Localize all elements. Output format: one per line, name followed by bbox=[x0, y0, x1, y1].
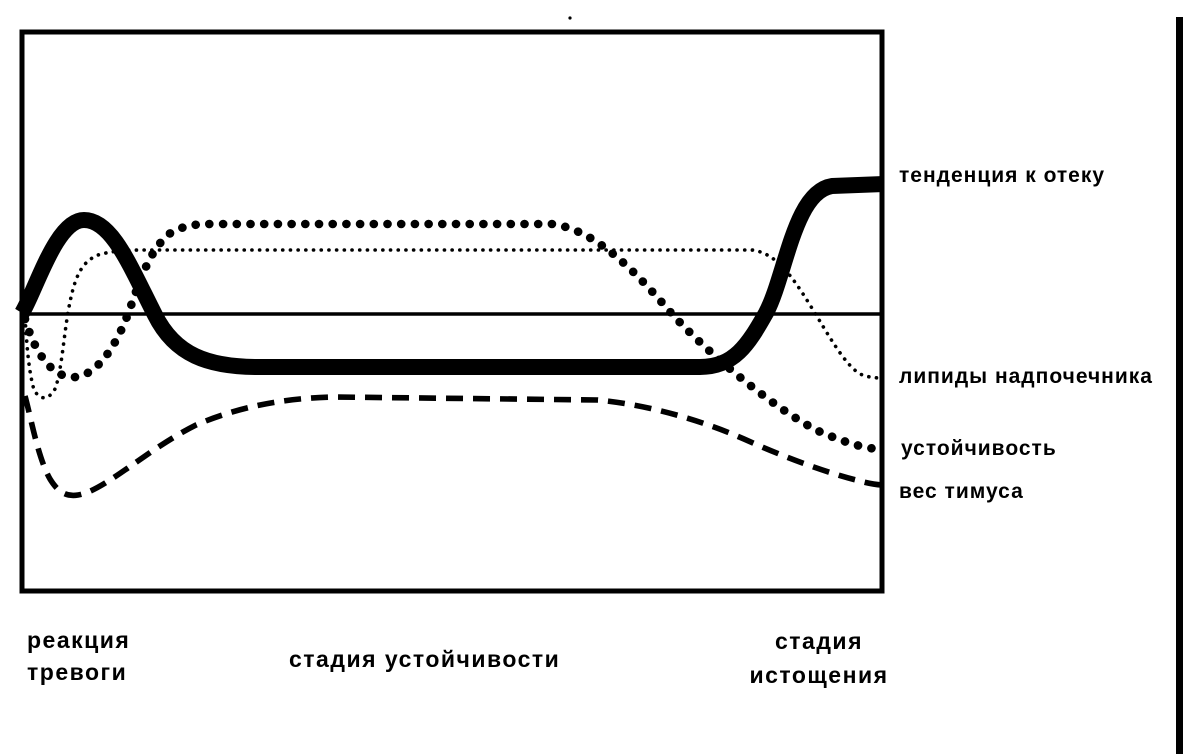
curve-label-thymus-weight: вес тимуса bbox=[899, 480, 1024, 503]
ink-speck bbox=[568, 16, 572, 20]
curve-label-edema: тенденция к отеку bbox=[899, 164, 1106, 187]
stage-label-alarm: реакция тревоги bbox=[27, 624, 130, 688]
stage-label-alarm-line1: реакция bbox=[27, 627, 131, 653]
stage-label-exhaustion-line1: стадия bbox=[774, 628, 863, 654]
stage-label-alarm-line2: тревоги bbox=[27, 659, 128, 685]
stage-label-resistance: стадия устойчивости bbox=[289, 646, 561, 672]
stage-label-exhaustion-line2: истощения bbox=[749, 662, 889, 688]
edema-tendency-curve bbox=[15, 176, 885, 375]
curve-label-adrenal-lipids: липиды надпочечника bbox=[899, 365, 1153, 388]
thymus-weight-curve bbox=[22, 394, 885, 499]
scan-edge-artifact bbox=[1176, 17, 1183, 754]
resistance-curve bbox=[20, 219, 883, 454]
stage-label-exhaustion: стадия истощения bbox=[741, 624, 897, 692]
adrenal-lipids-curve bbox=[23, 248, 886, 400]
curve-label-resistance: устойчивость bbox=[901, 437, 1057, 460]
